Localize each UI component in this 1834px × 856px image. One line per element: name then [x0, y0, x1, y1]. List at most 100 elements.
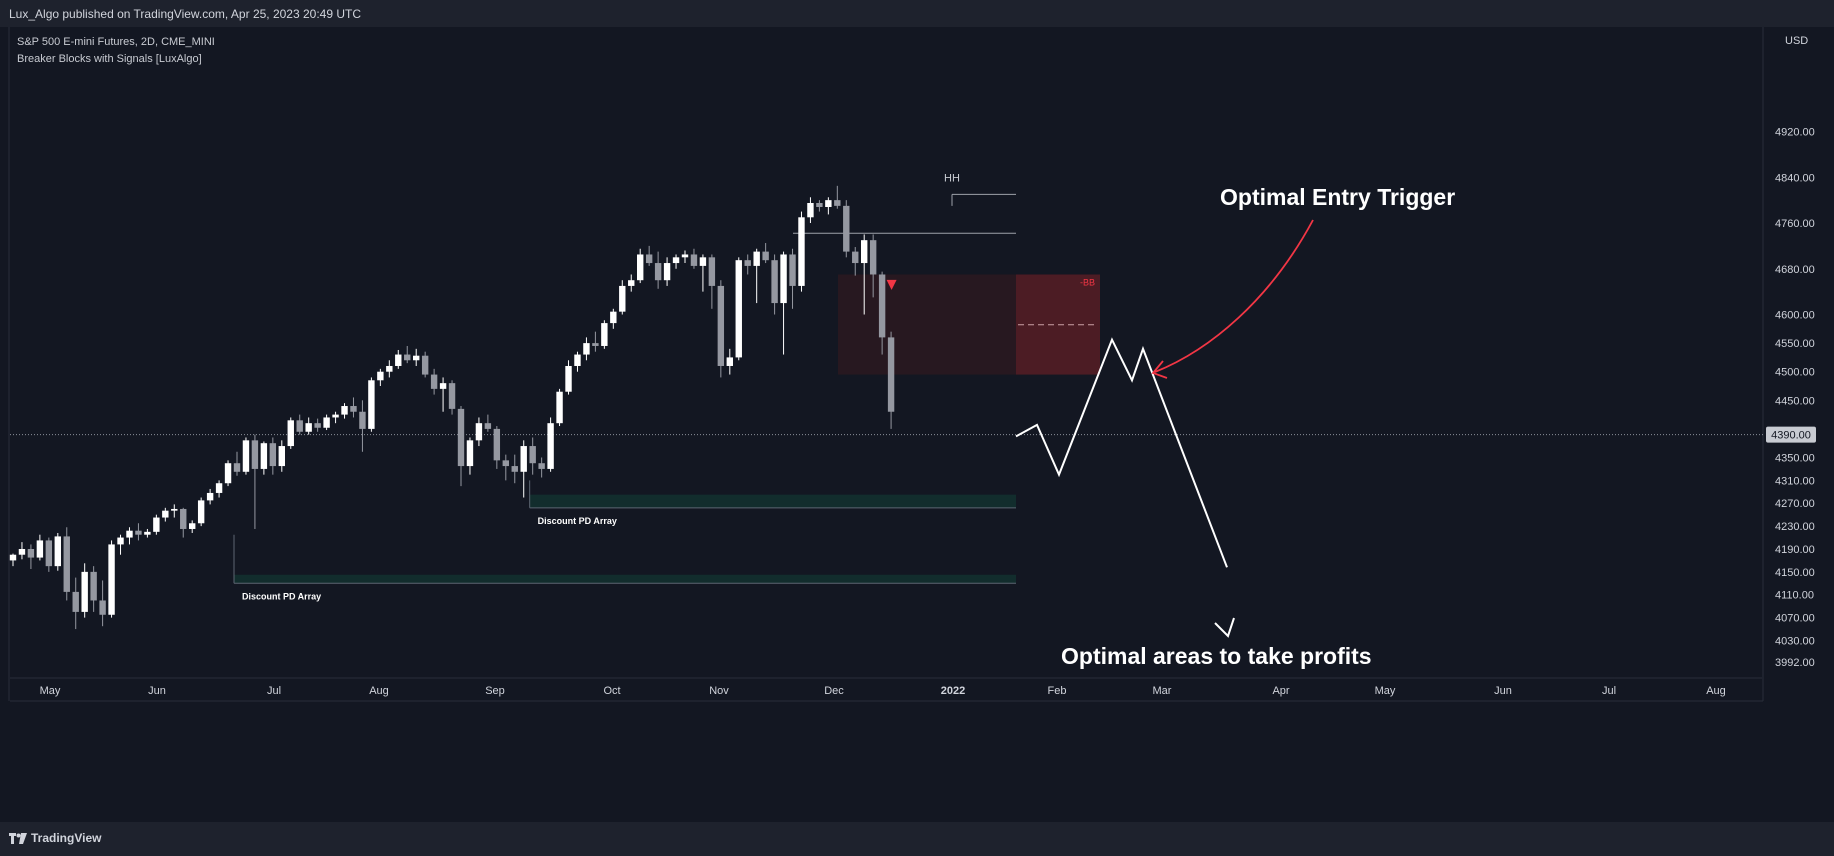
candle-body: [359, 411, 366, 429]
candle-body: [798, 217, 805, 286]
candle-body: [861, 240, 868, 264]
candle-body: [72, 591, 79, 612]
candle-body: [117, 537, 124, 545]
profits-annotation: Optimal areas to take profits: [1061, 643, 1372, 669]
symbol-title[interactable]: S&P 500 E-mini Futures, 2D, CME_MINI: [17, 36, 215, 48]
candle-body: [637, 254, 644, 281]
price-tick-label: 4150.00: [1775, 567, 1815, 579]
price-tick-label: 4270.00: [1775, 498, 1815, 510]
candle-body: [852, 251, 859, 264]
candle-body: [108, 544, 115, 615]
candle-body: [735, 260, 742, 358]
candle-body: [404, 354, 411, 361]
candle-body: [332, 414, 339, 418]
brand-name: TradingView: [31, 831, 102, 845]
candle-body: [511, 466, 518, 472]
candle-body: [162, 510, 169, 518]
price-tick-label: 4110.00: [1775, 590, 1814, 602]
candle-body: [439, 383, 447, 389]
price-tick-label: 4680.00: [1775, 264, 1815, 276]
price-tick-label: 4500.00: [1775, 367, 1815, 379]
candle-body: [493, 428, 501, 461]
candle-body: [538, 463, 545, 469]
candle-body: [135, 530, 142, 535]
candle-body: [189, 523, 196, 529]
price-tick-label: 4450.00: [1775, 395, 1815, 407]
time-tick-label: 2022: [941, 685, 965, 697]
candle-body: [9, 554, 17, 561]
entry-arrow-curve: [1154, 219, 1314, 373]
candle-body: [305, 423, 312, 432]
candle-body: [251, 440, 259, 469]
candle-body: [699, 257, 707, 266]
candle-body: [753, 251, 760, 266]
candle-body: [762, 251, 769, 261]
discount-pd-label: Discount PD Array: [538, 516, 617, 526]
candle-body: [869, 240, 877, 275]
price-tick-label: 4760.00: [1775, 218, 1815, 230]
candle-body: [726, 357, 733, 366]
time-tick-label: Oct: [603, 685, 620, 697]
price-tick-label: 3992.00: [1775, 657, 1815, 669]
candle-body: [206, 492, 214, 501]
price-chart[interactable]: USD 4920.00 4840.00 4760.00 4680.00 4600.00 45…: [0, 0, 1834, 822]
currency-label: USD: [1785, 35, 1808, 47]
candle-body: [81, 571, 88, 612]
candle-body: [45, 540, 53, 567]
candle-body: [18, 548, 26, 555]
candle-body: [708, 257, 716, 286]
candle-body: [413, 355, 420, 361]
candle-body: [27, 548, 35, 558]
candle-body: [556, 391, 563, 424]
candle-body: [421, 355, 429, 375]
candle-body: [377, 371, 384, 381]
last-price-tag: [1766, 426, 1816, 443]
publish-bar: Lux_Algo published on TradingView.com, A…: [0, 0, 1834, 27]
candle-body: [215, 483, 223, 493]
candle-body: [466, 440, 474, 467]
time-tick-label: Mar: [1153, 685, 1172, 697]
candle-body: [269, 443, 277, 467]
candle-body: [171, 508, 178, 511]
candle-body: [645, 254, 653, 264]
candle-body: [90, 571, 97, 601]
breaker-label: -BB: [1080, 277, 1095, 287]
candle-body: [592, 343, 599, 346]
candle-body: [789, 254, 796, 286]
time-tick-label: Apr: [1272, 685, 1289, 697]
candle-body: [887, 337, 895, 412]
candle-body: [807, 202, 814, 218]
candle-body: [780, 254, 787, 304]
candle-body: [654, 263, 662, 281]
candle-body: [314, 423, 321, 428]
indicator-title[interactable]: Breaker Blocks with Signals [LuxAlgo]: [17, 53, 202, 65]
candle-body: [197, 500, 205, 524]
candle-body: [663, 263, 671, 281]
candle-body: [744, 260, 751, 266]
candle-body: [260, 443, 268, 469]
candle-body: [457, 408, 465, 467]
candle-body: [565, 365, 572, 392]
candle-body: [771, 260, 778, 304]
time-tick-label: Nov: [709, 685, 729, 697]
price-tick-label: 4600.00: [1775, 310, 1815, 322]
price-tick-label: 4840.00: [1775, 172, 1815, 184]
candle-body: [233, 463, 241, 472]
candle-body: [278, 446, 285, 467]
candle-body: [99, 600, 106, 615]
tradingview-logo[interactable]: TradingView: [9, 831, 101, 845]
candle-body: [547, 423, 554, 469]
price-tick-label: 4230.00: [1775, 521, 1815, 533]
candle-body: [717, 285, 725, 366]
price-tick-label: 4310.00: [1775, 475, 1815, 487]
candle-body: [520, 446, 527, 472]
candle-body: [601, 323, 608, 346]
time-tick-label: Jul: [267, 685, 281, 697]
candle-body: [843, 205, 850, 252]
candle-body: [448, 383, 456, 409]
price-tick-label: 4030.00: [1775, 636, 1815, 648]
projection-arrowhead: [1214, 617, 1235, 638]
candle-body: [484, 423, 492, 429]
candle-body: [628, 280, 635, 286]
candle-body: [475, 423, 483, 441]
